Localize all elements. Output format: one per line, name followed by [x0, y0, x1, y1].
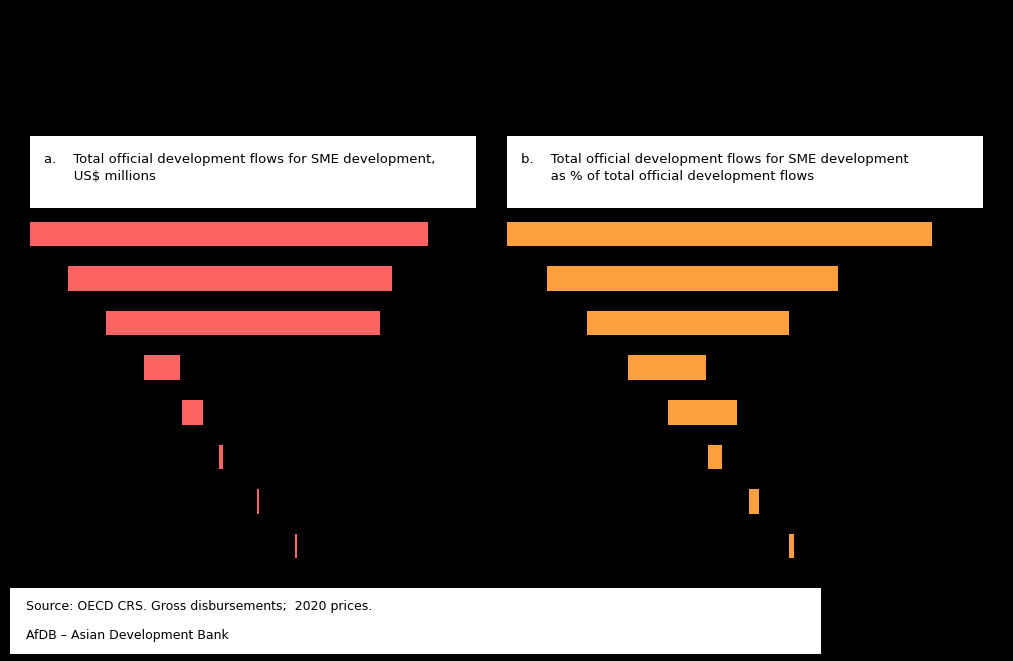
Bar [144, 356, 180, 380]
Bar [506, 221, 932, 246]
Text: AfDB – Asian Development Bank: AfDB – Asian Development Bank [26, 629, 229, 642]
Bar [181, 400, 203, 424]
Bar [708, 445, 722, 469]
Text: a.    Total official development flows for SME development,
       US$ millions: a. Total official development flows for … [44, 153, 436, 183]
Bar [220, 445, 223, 469]
Bar [628, 356, 706, 380]
Bar [106, 311, 380, 335]
Bar [789, 534, 794, 559]
Bar [68, 266, 392, 291]
Bar [30, 221, 428, 246]
Bar [749, 489, 759, 514]
Text: Source: OECD CRS. Gross disbursements;  2020 prices.: Source: OECD CRS. Gross disbursements; 2… [26, 600, 373, 613]
Text: b.    Total official development flows for SME development
       as % of total : b. Total official development flows for … [521, 153, 909, 183]
Bar [257, 489, 259, 514]
Bar [668, 400, 737, 424]
Bar [588, 311, 789, 335]
Bar [547, 266, 838, 291]
Bar [295, 534, 297, 559]
